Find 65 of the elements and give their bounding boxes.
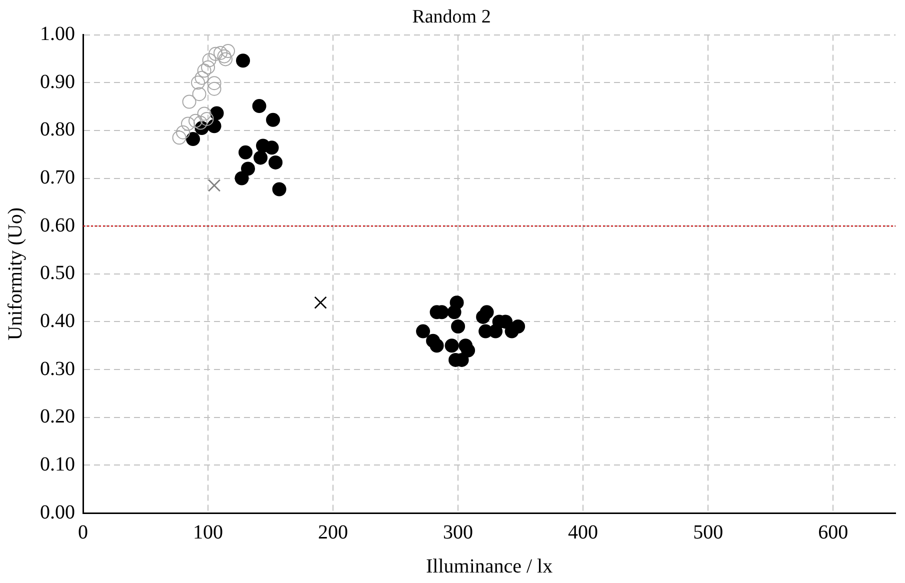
- y-tick-label: 0.30: [40, 358, 75, 380]
- point: [172, 130, 186, 145]
- point: [208, 46, 223, 61]
- point: [241, 162, 256, 176]
- point: [207, 119, 222, 134]
- point: [234, 171, 249, 186]
- y-tick-label: 0.20: [40, 406, 75, 428]
- x-axis-title: Illuminance / lx: [426, 555, 553, 578]
- point: [266, 112, 280, 127]
- point: [200, 112, 214, 126]
- x-tick-label: 400: [568, 521, 598, 544]
- point: [191, 76, 206, 90]
- y-tick-label: 0.10: [40, 453, 75, 476]
- point: [194, 70, 209, 85]
- point: [210, 106, 224, 120]
- point: [202, 53, 216, 68]
- chart-title: Random 2: [412, 6, 491, 28]
- x-tick-label: 0: [78, 521, 88, 544]
- x-tick-label: 600: [818, 521, 848, 544]
- point: [194, 116, 208, 130]
- point: [268, 155, 283, 170]
- point: [176, 125, 190, 140]
- y-tick-label: 0.80: [40, 118, 75, 141]
- point: [450, 296, 464, 310]
- point: [218, 52, 233, 66]
- y-tick-label: 0.70: [40, 166, 75, 189]
- point: [416, 324, 430, 338]
- y-tick-label: 0.40: [40, 310, 75, 332]
- point: [451, 320, 466, 334]
- point: [207, 82, 222, 96]
- point: [188, 114, 203, 128]
- point: [208, 179, 221, 192]
- point: [197, 64, 212, 78]
- y-tick-label: 0.00: [40, 501, 75, 524]
- point: [197, 106, 212, 121]
- point: [236, 54, 250, 68]
- x-tick-label: 300: [443, 521, 474, 544]
- y-tick-label: 1.00: [40, 23, 75, 46]
- point: [461, 343, 476, 358]
- point: [201, 60, 216, 74]
- point: [186, 132, 200, 146]
- point: [430, 338, 444, 353]
- y-axis-title: Uniformity (Uo): [4, 208, 26, 340]
- point: [207, 76, 222, 90]
- point: [214, 46, 228, 60]
- point: [264, 140, 279, 155]
- y-tick-label: 0.50: [40, 262, 75, 284]
- point: [272, 182, 286, 196]
- point: [252, 99, 266, 114]
- x-tick-label: 500: [693, 521, 724, 544]
- point: [511, 320, 526, 334]
- point: [221, 44, 236, 58]
- point: [238, 145, 253, 160]
- y-tick-label: 0.90: [40, 70, 75, 93]
- y-tick-label: 0.60: [40, 214, 75, 236]
- x-tick-label: 200: [318, 521, 348, 544]
- point: [444, 338, 459, 353]
- point: [192, 87, 206, 102]
- point: [480, 305, 494, 320]
- point: [217, 49, 232, 64]
- point: [254, 150, 268, 165]
- point: [182, 94, 196, 109]
- point: [314, 296, 327, 309]
- point: [181, 116, 196, 131]
- x-tick-label: 100: [193, 521, 224, 544]
